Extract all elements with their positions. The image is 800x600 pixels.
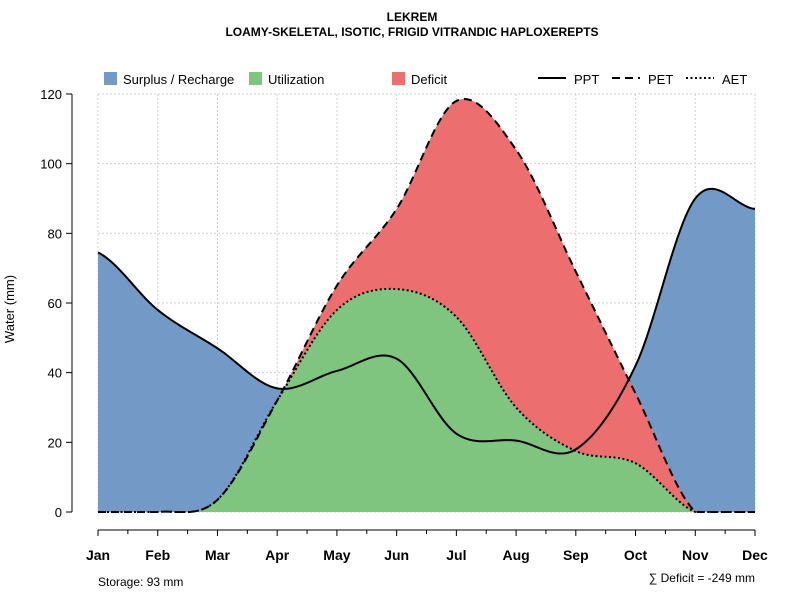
legend-label: PET <box>648 72 673 87</box>
surplus-overlay-area <box>98 99 755 512</box>
y-tick-label: 120 <box>40 87 62 102</box>
chart-subtitle: LOAMY-SKELETAL, ISOTIC, FRIGID VITRANDIC… <box>225 25 598 39</box>
series-line-ppt <box>97 187 756 455</box>
legend-label: PPT <box>574 72 599 87</box>
utilization-area <box>98 288 755 512</box>
x-tick-label: Jul <box>446 547 466 563</box>
x-tick-label: Nov <box>682 547 709 563</box>
legend-swatch <box>392 72 405 85</box>
x-tick-label: Dec <box>742 547 768 563</box>
plot-area <box>97 93 756 513</box>
deficit-note: ∑ Deficit = -249 mm <box>649 571 755 585</box>
storage-note: Storage: 93 mm <box>98 575 183 589</box>
y-tick-label: 20 <box>48 435 62 450</box>
y-tick-label: 60 <box>48 296 62 311</box>
x-tick-label: May <box>323 547 350 563</box>
x-tick-label: Feb <box>145 547 170 563</box>
legend: Surplus / Recharge Utilization Deficit PPT P… <box>104 72 747 87</box>
series-lines <box>97 98 756 513</box>
legend-label: Utilization <box>268 72 324 87</box>
x-tick-label: Oct <box>624 547 648 563</box>
legend-label: Surplus / Recharge <box>123 72 234 87</box>
legend-swatch <box>249 72 262 85</box>
y-tick-label: 40 <box>48 366 62 381</box>
x-tick-label: Apr <box>265 547 290 563</box>
legend-label: Deficit <box>411 72 448 87</box>
region-fills <box>98 99 755 512</box>
series-line-pet <box>98 98 755 513</box>
y-axis: 0 20 40 60 80 100 120 <box>40 87 73 520</box>
x-tick-label: Sep <box>563 547 589 563</box>
chart-title: LEKREM <box>387 10 438 24</box>
x-tick-label: Jun <box>384 547 409 563</box>
x-tick-label: Aug <box>502 547 529 563</box>
x-tick-label: Mar <box>205 547 230 563</box>
legend-label: AET <box>722 72 747 87</box>
y-tick-label: 100 <box>40 157 62 172</box>
y-tick-label: 0 <box>55 505 62 520</box>
x-axis: Jan Feb Mar Apr May Jun Jul Aug Sep Oct Nov Dec <box>86 529 768 563</box>
x-tick-label: Jan <box>86 547 110 563</box>
y-tick-label: 80 <box>48 226 62 241</box>
y-axis-label: Water (mm) <box>2 275 17 343</box>
legend-swatch <box>104 72 117 85</box>
